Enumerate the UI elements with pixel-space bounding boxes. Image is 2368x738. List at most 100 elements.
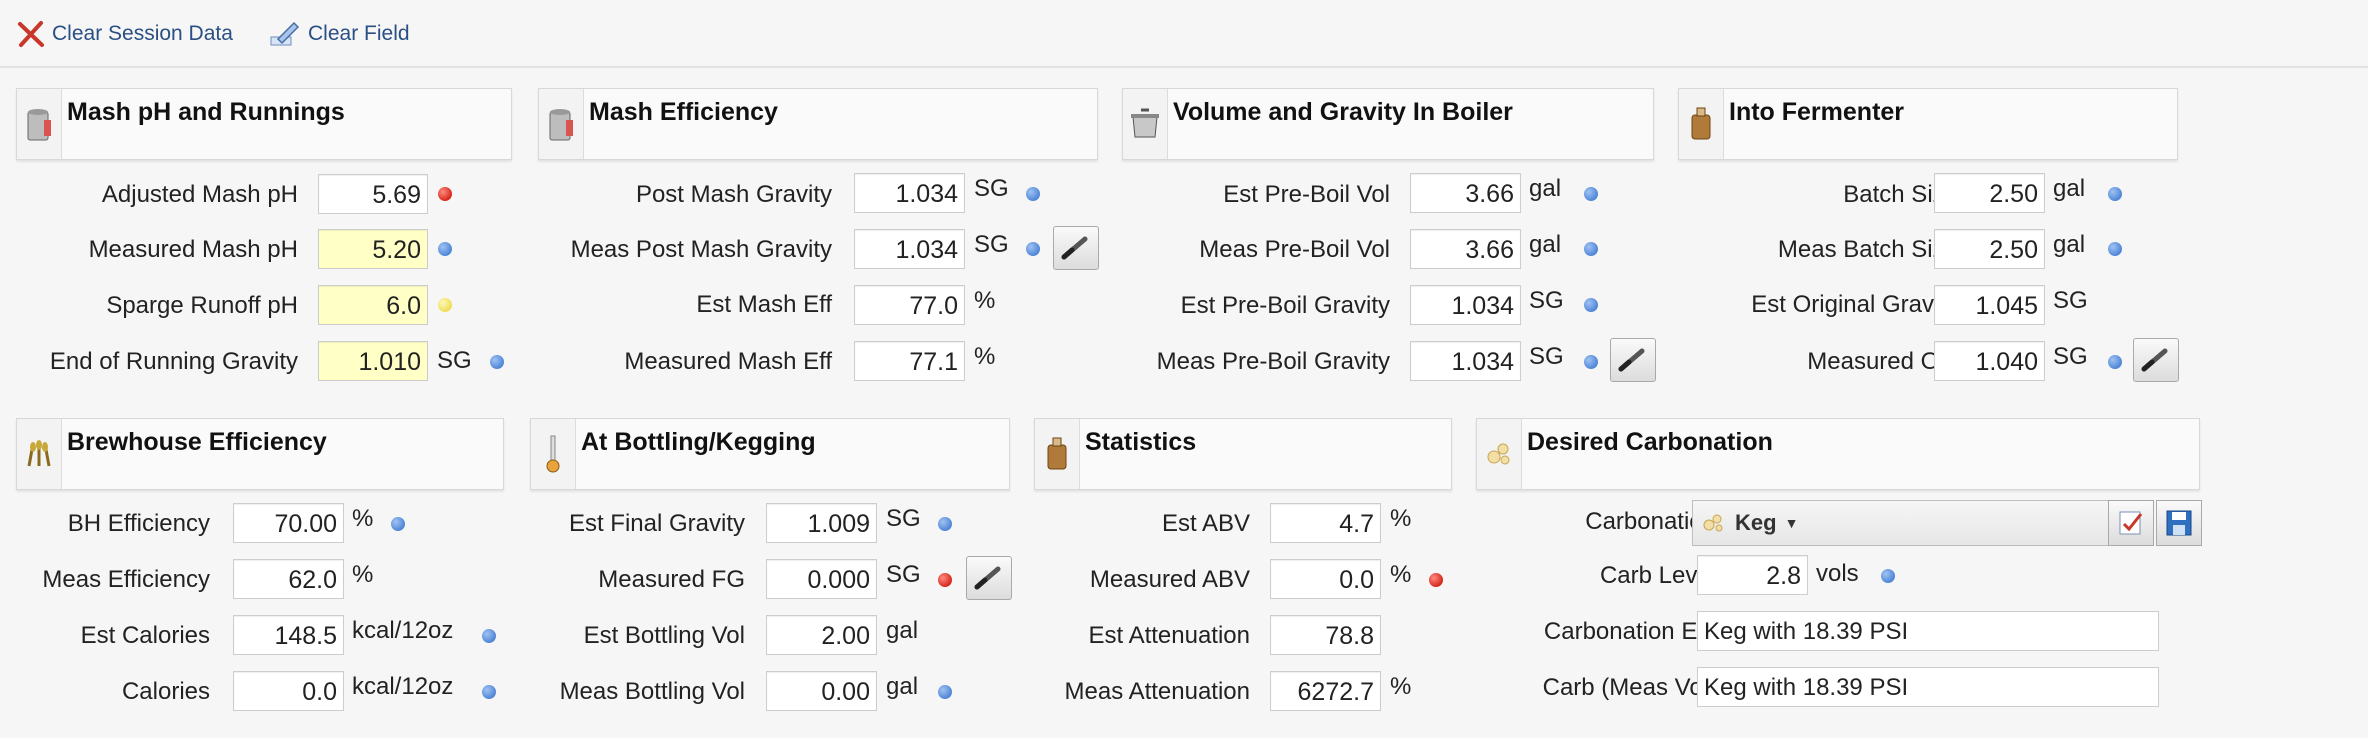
batch-size-label: Batch Size: [1843, 181, 1958, 208]
boiler-panel-header: Volume and Gravity In Boiler: [1122, 88, 1654, 160]
status-indicator: [938, 685, 952, 699]
est-mash-eff-field[interactable]: 77.0: [854, 285, 965, 325]
save-carbonation-button[interactable]: [2156, 500, 2202, 546]
est-calories-field[interactable]: 148.5: [233, 615, 344, 655]
meas-bottling-vol-field[interactable]: 0.00: [766, 671, 877, 711]
measured-abv-label: Measured ABV: [1089, 566, 1250, 593]
unit-label: gal: [886, 617, 919, 644]
measured-mash-ph-label: Measured Mash pH: [88, 236, 298, 263]
mash-efficiency-panel-header: Mash Efficiency: [538, 88, 1098, 160]
status-indicator: [938, 573, 952, 587]
measured-og-label: Measured OG: [1807, 348, 1958, 375]
meas-pre-boil-gravity-field[interactable]: 1.034: [1410, 341, 1521, 381]
carb-level-label: Carb Level: [1599, 562, 1716, 589]
status-indicator: [1584, 242, 1598, 256]
unit-label: %: [974, 287, 996, 314]
measured-mash-ph-field[interactable]: 5.20: [318, 229, 428, 269]
status-indicator: [438, 187, 452, 201]
panel-title: Statistics: [1085, 428, 1197, 456]
panel-title: Brewhouse Efficiency: [67, 428, 327, 456]
calories-label: Calories: [121, 678, 210, 705]
mash-ph-panel-header: Mash pH and Runnings: [16, 88, 512, 160]
measured-fg-field[interactable]: 0.000: [766, 559, 877, 599]
carb-level-field[interactable]: 2.8: [1697, 555, 1808, 595]
meas-efficiency-field[interactable]: 62.0: [233, 559, 344, 599]
end-of-running-gravity-label: End of Running Gravity: [49, 348, 298, 375]
meas-pre-boil-gravity-label: Meas Pre-Boil Gravity: [1156, 348, 1390, 375]
unit-label: SG: [974, 175, 1009, 202]
carbonation-select[interactable]: Keg ▼: [1692, 500, 2110, 546]
clear-session-data-button[interactable]: Clear Session Data: [16, 17, 233, 51]
unit-label: %: [1390, 673, 1412, 700]
status-indicator: [438, 298, 452, 312]
calories-field[interactable]: 0.0: [233, 671, 344, 711]
meas-post-mash-gravity-field[interactable]: 1.034: [854, 229, 965, 269]
unit-label: %: [1390, 505, 1412, 532]
panel-title: Volume and Gravity In Boiler: [1173, 98, 1513, 126]
est-final-gravity-field[interactable]: 1.009: [766, 503, 877, 543]
batch-size-field[interactable]: 2.50: [1934, 173, 2045, 213]
refractometer-button[interactable]: [966, 556, 1012, 600]
status-indicator: [438, 242, 452, 256]
clear-field-button[interactable]: Clear Field: [268, 17, 410, 51]
est-bottling-vol-label: Est Bottling Vol: [583, 622, 745, 649]
unit-label: vols: [1816, 560, 1859, 587]
panel-title: Into Fermenter: [1729, 98, 1905, 126]
statistics-panel-header: Statistics: [1034, 418, 1452, 490]
unit-label: gal: [2053, 231, 2086, 258]
panel-title: Mash pH and Runnings: [67, 98, 345, 126]
est-attenuation-field[interactable]: 78.8: [1270, 615, 1381, 655]
status-indicator: [938, 517, 952, 531]
est-original-gravity-label: Est Original Gravity: [1751, 291, 1958, 318]
unit-label: SG: [886, 561, 921, 588]
refractometer-button[interactable]: [1610, 338, 1656, 382]
status-indicator: [482, 685, 496, 699]
post-mash-gravity-label: Post Mash Gravity: [635, 181, 832, 208]
carb-meas-vol-field[interactable]: Keg with 18.39 PSI: [1697, 667, 2159, 707]
meas-attenuation-label: Meas Attenuation: [1064, 678, 1250, 705]
status-indicator: [1026, 187, 1040, 201]
refractometer-button[interactable]: [2133, 338, 2179, 382]
bh-efficiency-field[interactable]: 70.00: [233, 503, 344, 543]
meas-pre-boil-vol-field[interactable]: 3.66: [1410, 229, 1521, 269]
carbonation-select-value: Keg: [1735, 510, 1777, 535]
status-indicator: [2108, 187, 2122, 201]
sparge-runoff-ph-label: Sparge Runoff pH: [106, 292, 298, 319]
unit-label: SG: [437, 347, 472, 374]
meas-efficiency-label: Meas Efficiency: [42, 566, 210, 593]
status-indicator: [1584, 298, 1598, 312]
status-indicator: [2108, 355, 2122, 369]
mash-tun-icon: [539, 89, 584, 159]
measured-mash-eff-field[interactable]: 77.1: [854, 341, 965, 381]
unit-label: gal: [1529, 175, 1562, 202]
est-pre-boil-vol-field[interactable]: 3.66: [1410, 173, 1521, 213]
unit-label: SG: [1529, 287, 1564, 314]
meas-post-mash-gravity-label: Meas Post Mash Gravity: [570, 236, 832, 263]
clear-field-label: Clear Field: [308, 22, 410, 45]
unit-label: SG: [974, 231, 1009, 258]
post-mash-gravity-field[interactable]: 1.034: [854, 173, 965, 213]
floppy-save-icon: [2166, 510, 2192, 536]
measured-og-field[interactable]: 1.040: [1934, 341, 2045, 381]
refractometer-icon: [1061, 236, 1088, 260]
carbonation-est-field[interactable]: Keg with 18.39 PSI: [1697, 611, 2159, 651]
end-of-running-gravity-field[interactable]: 1.010: [318, 341, 428, 381]
unit-label: gal: [2053, 175, 2086, 202]
est-pre-boil-vol-label: Est Pre-Boil Vol: [1223, 181, 1390, 208]
est-abv-field[interactable]: 4.7: [1270, 503, 1381, 543]
sparge-runoff-ph-field[interactable]: 6.0: [318, 285, 428, 325]
meas-batch-size-field[interactable]: 2.50: [1934, 229, 2045, 269]
est-pre-boil-gravity-field[interactable]: 1.034: [1410, 285, 1521, 325]
unit-label: SG: [1529, 343, 1564, 370]
measured-abv-field[interactable]: 0.0: [1270, 559, 1381, 599]
refractometer-button[interactable]: [1053, 226, 1099, 270]
edit-carbonation-button[interactable]: [2108, 500, 2154, 546]
est-bottling-vol-field[interactable]: 2.00: [766, 615, 877, 655]
est-mash-eff-label: Est Mash Eff: [696, 291, 832, 318]
est-original-gravity-field[interactable]: 1.045: [1934, 285, 2045, 325]
brewhouse-panel-header: Brewhouse Efficiency: [16, 418, 504, 490]
status-indicator: [1429, 573, 1443, 587]
meas-attenuation-field[interactable]: 6272.7: [1270, 671, 1381, 711]
adjusted-mash-ph-field[interactable]: 5.69: [318, 174, 428, 214]
carbonation-est-label: Carbonation Est: [1543, 618, 1716, 645]
